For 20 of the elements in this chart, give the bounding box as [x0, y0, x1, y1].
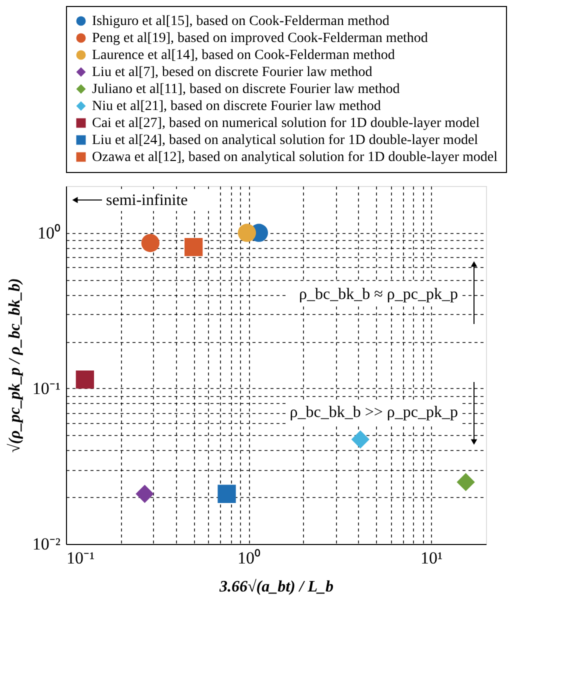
x-tick-label: 10⁻¹ — [66, 548, 95, 568]
annotation: semi-infinite — [106, 192, 188, 209]
legend-label: Ishiguro et al[15], based on Cook-Felderman method — [92, 14, 390, 29]
x-tick-label: 10¹ — [420, 548, 443, 568]
legend-label: Liu et al[7], besed on discrete Fourier law method — [92, 65, 372, 80]
legend-label: Laurence et al[14], based on Cook-Felderman method — [92, 48, 395, 63]
annotation: ρ_bc_bk_b >> ρ_pc_pk_p — [290, 404, 458, 421]
y-tick-label: 10⁰ — [38, 223, 60, 242]
legend-label: Ozawa et al[12], based on analytical solution for 1D double-layer model — [92, 150, 498, 165]
legend-label: Cai et al[27], based on numerical solution for 1D double-layer model — [92, 116, 480, 131]
legend-label: Liu et al[24], based on analytical solution for 1D double-layer model — [92, 133, 478, 148]
legend-label: Niu et al[21], based on discrete Fourier law method — [92, 99, 381, 114]
annotation: ρ_bc_bk_b ≈ ρ_pc_pk_p — [299, 286, 458, 303]
x-tick-label: 10⁰ — [238, 548, 261, 568]
legend-label: Peng et al[19], based on improved Cook-Felderman method — [92, 31, 428, 46]
y-axis-title: √(ρ_pc_pk_p / ρ_bc_bk_b) — [6, 278, 24, 453]
x-axis-title: 3.66√(a_bt) / L_b — [218, 578, 334, 596]
y-tick-label: 10⁻² — [32, 534, 60, 554]
y-tick-label: 10⁻¹ — [32, 378, 60, 398]
legend-label: Juliano et al[11], based on discrete Fourier law method — [92, 82, 400, 97]
